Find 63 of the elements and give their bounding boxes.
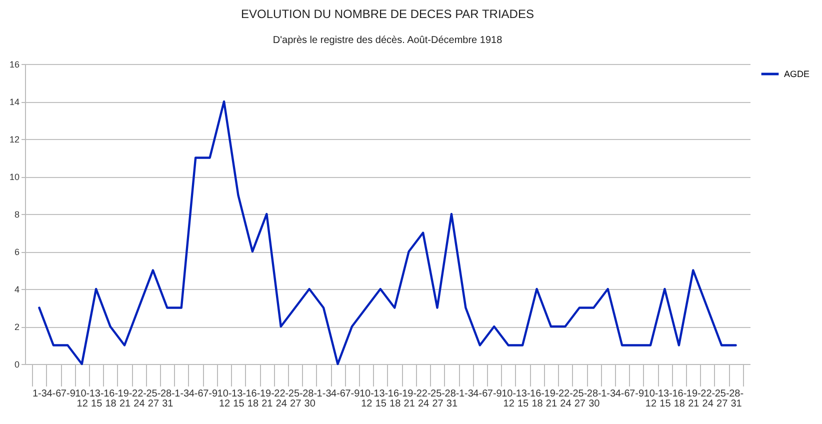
x-tick-label: 25-27 bbox=[572, 388, 588, 410]
x-tick-label: 1-3 bbox=[601, 388, 616, 400]
x-tick-label: 13-15 bbox=[374, 388, 388, 410]
x-tick-label: 22-24 bbox=[274, 388, 289, 410]
y-tick-label: 14 bbox=[9, 97, 20, 107]
chart-title: EVOLUTION DU NOMBRE DE DECES PAR TRIADES bbox=[241, 7, 534, 21]
x-tick-label: 16-18 bbox=[388, 388, 402, 410]
x-tick-label: 25-27 bbox=[146, 388, 161, 410]
x-tick-label: 28-31 bbox=[729, 388, 744, 410]
y-tick-label: 6 bbox=[14, 247, 20, 257]
x-tick-label: 25-27 bbox=[714, 388, 730, 410]
x-tick-label: 25-27 bbox=[430, 388, 445, 410]
x-tick-label: 22-24 bbox=[700, 388, 716, 410]
y-tick-label: 0 bbox=[14, 360, 20, 370]
x-tick-label: 4-6 bbox=[615, 388, 630, 400]
x-tick-label: 10-12 bbox=[502, 388, 516, 410]
x-tick-label: 19-21 bbox=[118, 388, 132, 410]
x-tick-label: 13-15 bbox=[658, 388, 672, 410]
x-tick-label: 10-12 bbox=[359, 388, 374, 410]
x-tick-label: 28-31 bbox=[160, 388, 175, 410]
x-tick-label: 1-3 bbox=[174, 388, 190, 400]
x-tick-label: 25-27 bbox=[288, 388, 303, 410]
x-tick-label: 7-9 bbox=[345, 388, 360, 400]
x-tick-label: 4-6 bbox=[331, 388, 346, 400]
line-series bbox=[38, 100, 737, 366]
y-tick-label: 8 bbox=[14, 210, 20, 220]
x-tick-label: 13-15 bbox=[232, 388, 246, 410]
x-tick-label: 19-21 bbox=[260, 388, 274, 410]
x-tick-label: 10-12 bbox=[644, 388, 658, 410]
x-tick-label: 1-3 bbox=[32, 388, 48, 400]
y-tick-label: 16 bbox=[9, 60, 20, 70]
y-tick-label: 10 bbox=[9, 172, 20, 182]
x-tick-label: 4-6 bbox=[188, 388, 204, 400]
x-tick-label: 1-3 bbox=[458, 388, 474, 400]
x-tick-label: 22-24 bbox=[132, 388, 146, 410]
y-tick-label: 12 bbox=[9, 134, 20, 144]
x-tick-label: 4-6 bbox=[473, 388, 488, 400]
x-tick-label: 7-9 bbox=[487, 388, 502, 400]
y-tick-label: 2 bbox=[14, 322, 20, 332]
x-tick-label: 7-9 bbox=[60, 388, 76, 400]
legend-label: AGDE bbox=[784, 69, 810, 79]
x-tick-label: 19-21 bbox=[686, 388, 701, 410]
x-tick-label: 19-21 bbox=[402, 388, 417, 410]
x-tick-label: 22-24 bbox=[558, 388, 573, 410]
x-tick-label: 22-24 bbox=[416, 388, 431, 410]
x-tick-label: 28-30 bbox=[302, 388, 318, 410]
x-tick-label: 28-31 bbox=[444, 388, 460, 410]
x-tick-label: 16-18 bbox=[246, 388, 260, 410]
y-tick-label: 4 bbox=[14, 284, 20, 294]
x-tick-label: 16-18 bbox=[672, 388, 687, 410]
x-tick-label: 16-18 bbox=[104, 388, 118, 410]
chart-subtitle: D'après le registre des décès. Août-Décembre 1918 bbox=[272, 35, 503, 46]
x-tick-label: 13-15 bbox=[89, 388, 104, 410]
x-tick-label: 16-18 bbox=[530, 388, 544, 410]
x-tick-label: 4-6 bbox=[46, 388, 62, 400]
x-tick-label: 10-12 bbox=[217, 388, 232, 410]
x-tick-label: 10-12 bbox=[75, 388, 90, 410]
x-tick-label: 1-3 bbox=[316, 388, 332, 400]
x-tick-label: 7-9 bbox=[203, 388, 218, 400]
x-tick-label: 19-21 bbox=[544, 388, 559, 410]
x-tick-label: 13-15 bbox=[516, 388, 530, 410]
x-tick-label: 7-9 bbox=[630, 388, 644, 400]
x-tick-label: 28-30 bbox=[586, 388, 602, 410]
